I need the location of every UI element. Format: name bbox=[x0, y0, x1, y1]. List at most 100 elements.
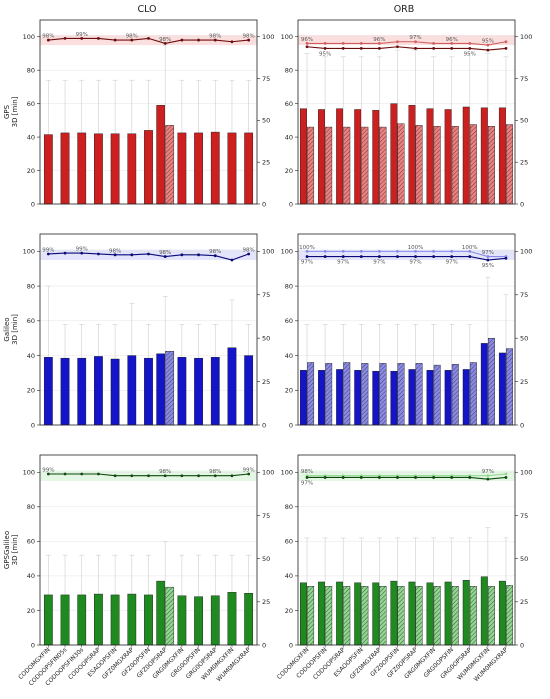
availability-label: 98% bbox=[243, 34, 255, 40]
hatched-bar-pattern bbox=[361, 586, 369, 645]
bar bbox=[127, 355, 137, 426]
right-tick-label: 75 bbox=[262, 512, 270, 520]
availability-point bbox=[396, 255, 399, 258]
right-tick-label: 50 bbox=[262, 334, 270, 342]
availability-point bbox=[504, 256, 508, 260]
right-tick-label: 0 bbox=[520, 421, 524, 429]
hatched-bar-pattern bbox=[452, 364, 459, 425]
left-tick-label: 20 bbox=[285, 167, 293, 175]
availability-line bbox=[306, 46, 507, 51]
availability-point bbox=[504, 472, 508, 476]
availability-point bbox=[163, 255, 167, 258]
right-tick-label: 75 bbox=[262, 291, 270, 299]
availability-point bbox=[247, 472, 251, 476]
right-tick-label: 0 bbox=[520, 200, 524, 208]
availability-point bbox=[46, 252, 50, 256]
availability-label: 97% bbox=[409, 260, 421, 266]
availability-point bbox=[130, 474, 134, 478]
left-tick-label: 0 bbox=[31, 641, 35, 649]
availability-point bbox=[468, 42, 472, 45]
availability-label: 95% bbox=[482, 263, 494, 269]
availability-point bbox=[130, 38, 134, 42]
panels: 0 20 40 60 80 100 0 25 50 75 100 98% 99% 98% 98% 98% 98%… bbox=[3, 19, 532, 687]
bar bbox=[426, 108, 434, 205]
right-tick-label: 50 bbox=[520, 334, 528, 342]
bar bbox=[156, 353, 166, 426]
panel-orb-gal: 0 20 40 60 80 100 0 25 50 75 100 100% 100% 100% 97% 97%… bbox=[281, 233, 532, 429]
bar bbox=[127, 133, 137, 205]
bar bbox=[390, 370, 398, 426]
bar bbox=[372, 370, 380, 426]
availability-band bbox=[40, 35, 257, 46]
availability-band bbox=[298, 249, 515, 261]
bar bbox=[318, 370, 326, 426]
bar bbox=[498, 352, 506, 426]
availability-label: 100% bbox=[462, 245, 478, 251]
availability-point bbox=[213, 38, 217, 42]
availability-point bbox=[113, 474, 117, 478]
panel-frame bbox=[297, 19, 516, 205]
bar bbox=[110, 594, 120, 646]
left-tick-label: 100 bbox=[281, 33, 293, 41]
availability-label: 97% bbox=[301, 480, 313, 486]
availability-point bbox=[323, 249, 327, 253]
bar bbox=[444, 581, 452, 646]
hatched-bar-pattern bbox=[415, 363, 423, 425]
bar bbox=[354, 109, 362, 205]
left-tick-label: 40 bbox=[285, 133, 293, 141]
bar bbox=[43, 134, 53, 205]
bar bbox=[426, 370, 434, 426]
left-tick-label: 40 bbox=[27, 352, 35, 360]
availability-point bbox=[323, 476, 327, 479]
bar bbox=[227, 132, 237, 205]
availability-point bbox=[414, 255, 417, 258]
y-axis-label: GPSGalileo3D [min] bbox=[3, 531, 19, 569]
availability-label: 99% bbox=[76, 247, 88, 253]
availability-point bbox=[323, 42, 327, 45]
availability-label: 98% bbox=[159, 469, 171, 475]
availability-point bbox=[377, 255, 381, 258]
availability-point bbox=[213, 474, 217, 478]
bar bbox=[462, 106, 470, 205]
availability-label: 98% bbox=[301, 469, 313, 475]
bar bbox=[372, 582, 380, 646]
availability-point bbox=[486, 474, 490, 478]
y-axis-label: Galileo3D [min] bbox=[3, 314, 19, 345]
availability-point bbox=[450, 255, 454, 258]
availability-point bbox=[180, 474, 184, 478]
availability-point bbox=[113, 38, 117, 42]
bar bbox=[498, 580, 506, 646]
bar bbox=[194, 132, 203, 205]
hatched-bar-pattern bbox=[379, 363, 387, 425]
availability-point bbox=[197, 253, 200, 257]
bar bbox=[94, 593, 103, 646]
hatched-bar-pattern bbox=[325, 363, 332, 425]
hatched-bar-pattern bbox=[452, 126, 459, 204]
left-tick-label: 20 bbox=[27, 607, 35, 615]
availability-label: 96% bbox=[446, 37, 458, 43]
availability-point bbox=[486, 477, 490, 481]
availability-label: 96% bbox=[373, 37, 385, 43]
availability-point bbox=[63, 37, 67, 40]
right-tick-label: 50 bbox=[520, 117, 528, 125]
bar bbox=[127, 593, 137, 646]
availability-label: 99% bbox=[76, 32, 88, 38]
availability-point bbox=[180, 253, 184, 257]
hatched-bar-pattern bbox=[397, 363, 405, 425]
left-tick-label: 80 bbox=[285, 503, 293, 511]
availability-point bbox=[377, 42, 381, 45]
bar bbox=[43, 357, 53, 426]
left-tick-label: 100 bbox=[23, 248, 35, 256]
hatched-bar-pattern bbox=[361, 127, 369, 204]
availability-point bbox=[432, 249, 436, 253]
availability-label: 95% bbox=[482, 39, 494, 45]
left-tick-label: 80 bbox=[285, 66, 293, 74]
availability-point bbox=[341, 476, 345, 479]
bar bbox=[336, 369, 344, 426]
availability-point bbox=[377, 476, 381, 479]
right-tick-label: 75 bbox=[262, 75, 270, 83]
hatched-bar-pattern bbox=[343, 586, 351, 645]
panel-clo-gal: 0 20 40 60 80 100 0 25 50 75 100 99% 99% 98% 98% 98% 98%… bbox=[3, 233, 274, 429]
bar bbox=[408, 369, 416, 426]
